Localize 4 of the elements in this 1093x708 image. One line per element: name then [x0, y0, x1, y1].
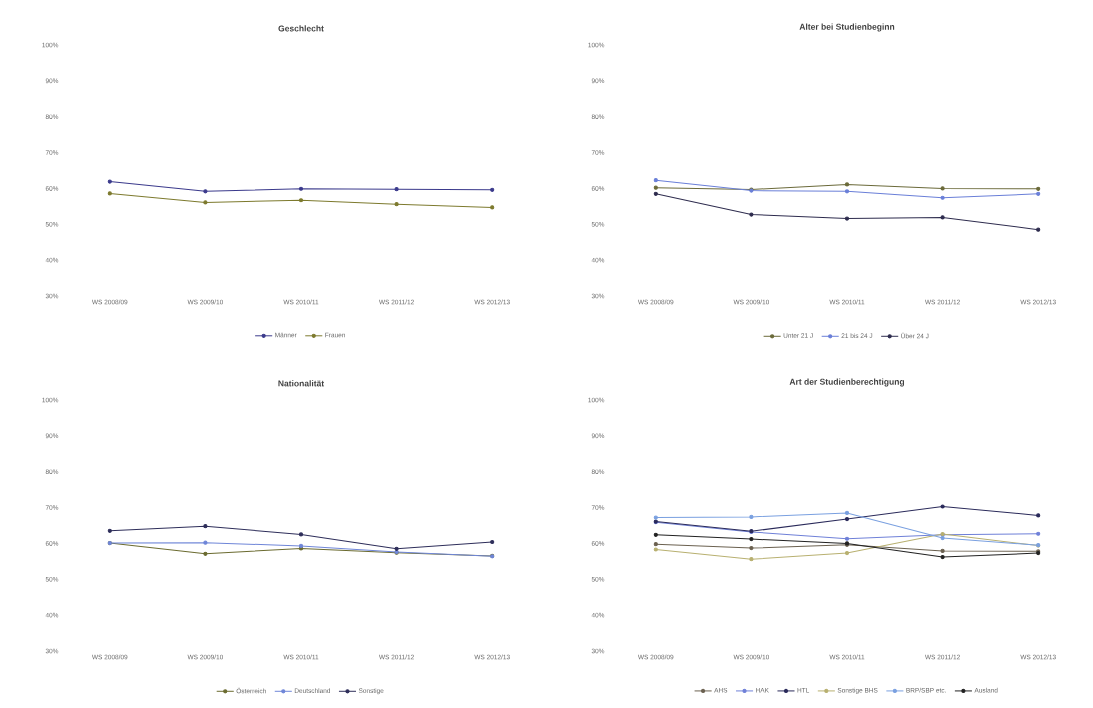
chart-title: Nationalität [278, 380, 325, 387]
chart-title: Alter bei Studienbeginn [799, 23, 895, 32]
chart-title: Geschlecht [278, 25, 324, 32]
chart-title: Art der Studienberechtigung [789, 378, 905, 387]
